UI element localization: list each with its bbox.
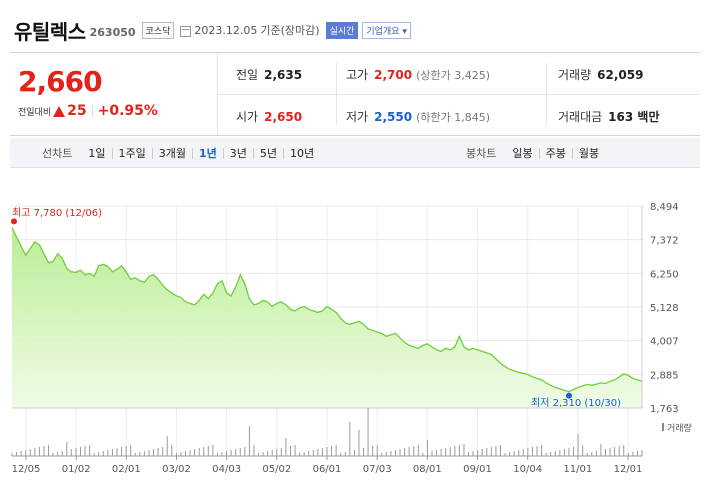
x-tick-label: 12/05 — [12, 464, 41, 475]
y-tick-label: 6,250 — [650, 269, 679, 280]
divider — [218, 94, 700, 95]
stock-title-row: 유틸렉스 263050 코스닥 2023.12.05 기준(장마감) 실시간 기… — [14, 16, 411, 44]
chart-period-bar: 선차트 1일 1주일 3개월 1년 3년 5년 10년 봉차트 일봉 주봉 월봉 — [10, 138, 700, 168]
low-label: 저가 — [346, 110, 369, 124]
open-label: 시가 — [236, 110, 259, 124]
volume-cell: 거래량 62,059 — [558, 66, 643, 83]
y-tick-label: 8,494 — [650, 202, 679, 213]
y-tick-label: 7,372 — [650, 236, 679, 247]
open-cell: 시가 2,650 — [236, 108, 302, 125]
period-3y[interactable]: 3년 — [224, 147, 254, 159]
high-value: 2,700 — [374, 68, 413, 82]
trade-value-value: 163 백만 — [608, 110, 660, 124]
trade-value-label: 거래대금 — [558, 110, 603, 124]
line-chart-label: 선차트 — [42, 147, 73, 160]
current-price-block: 2,660 전일대비 25 +0.95% — [10, 53, 218, 135]
prev-close-cell: 전일 2,635 — [236, 66, 302, 83]
stock-name: 유틸렉스 — [14, 19, 86, 44]
line-chart-periods: 선차트 1일 1주일 3개월 1년 3년 5년 10년 — [42, 138, 320, 168]
price-area — [12, 227, 642, 408]
x-tick-label: 02/01 — [112, 464, 141, 475]
volume-label: 거래량 — [558, 68, 592, 82]
period-1w[interactable]: 1주일 — [113, 147, 153, 159]
low-cell: 저가 2,550 (하한가 1,845) — [346, 108, 490, 125]
period-1y[interactable]: 1년 — [193, 147, 224, 159]
x-tick-label: 07/03 — [363, 464, 392, 475]
open-value: 2,650 — [264, 110, 303, 124]
period-10y[interactable]: 10년 — [290, 146, 315, 160]
divider — [91, 105, 93, 117]
low-value: 2,550 — [374, 110, 413, 124]
period-3m[interactable]: 3개월 — [153, 147, 193, 159]
company-info-button[interactable]: 기업개요 ▾ — [362, 21, 411, 39]
candle-monthly[interactable]: 월봉 — [578, 146, 600, 160]
x-tick-label: 04/03 — [212, 464, 241, 475]
period-1d[interactable]: 1일 — [82, 147, 113, 159]
lower-limit: (하한가 1,845) — [416, 111, 490, 124]
prev-close-label: 전일 — [236, 68, 259, 82]
volume-value: 62,059 — [597, 68, 644, 82]
high-cell: 고가 2,700 (상한가 3,425) — [346, 66, 490, 83]
up-triangle-icon — [53, 105, 66, 117]
quote-basis: 기준(장마감) — [260, 24, 320, 37]
high-label: 고가 — [346, 68, 369, 82]
stock-code: 263050 — [89, 25, 136, 39]
candle-weekly[interactable]: 주봉 — [540, 147, 573, 159]
x-tick-label: 03/02 — [162, 464, 191, 475]
max-marker — [11, 218, 17, 225]
trade-value-cell: 거래대금 163 백만 — [558, 108, 659, 125]
y-tick-label: 1,763 — [650, 404, 679, 415]
price-line — [11, 227, 643, 393]
x-tick-label: 12/01 — [614, 464, 643, 475]
candle-chart-label: 봉차트 — [466, 147, 497, 160]
x-tick-label: 10/04 — [513, 464, 542, 475]
volume-legend-swatch — [662, 423, 664, 431]
candle-chart-periods: 봉차트 일봉 주봉 월봉 — [466, 138, 605, 168]
min-marker — [565, 392, 572, 399]
x-tick-label: 05/02 — [262, 464, 291, 475]
candle-daily[interactable]: 일봉 — [506, 147, 540, 159]
x-tick-label: 01/02 — [62, 464, 91, 475]
min-label: 최저 2,310 (10/30) — [531, 397, 621, 409]
x-tick-label: 08/01 — [413, 464, 442, 475]
x-tick-label: 09/01 — [463, 464, 492, 475]
volume-legend-label: 거래량 — [667, 422, 692, 434]
y-tick-label: 5,128 — [650, 303, 679, 314]
period-5y[interactable]: 5년 — [254, 147, 285, 159]
calendar-icon — [180, 25, 192, 37]
y-tick-label: 4,007 — [650, 337, 679, 348]
x-tick-label: 11/01 — [563, 464, 592, 475]
change-row: 전일대비 25 +0.95% — [18, 103, 158, 119]
market-badge: 코스닥 — [141, 21, 175, 39]
change-amount: 25 — [67, 103, 87, 119]
realtime-button[interactable]: 실시간 — [325, 21, 359, 39]
current-price: 2,660 — [18, 65, 103, 98]
quote-date: 2023.12.05 — [194, 23, 258, 37]
max-label: 최고 7,780 (12/06) — [12, 207, 102, 219]
change-percent: +0.95% — [97, 103, 158, 119]
prev-close-value: 2,635 — [264, 68, 303, 82]
quote-panel: 2,660 전일대비 25 +0.95% 전일 2,635 고가 2,700 (상한가… — [10, 52, 700, 136]
change-label: 전일대비 — [18, 107, 52, 118]
y-tick-label: 2,885 — [650, 370, 679, 381]
upper-limit: (상한가 3,425) — [416, 69, 490, 82]
x-tick-label: 06/01 — [313, 464, 342, 475]
price-chart[interactable]: 8,494 7,372 6,250 5,128 4,007 2,885 1,763 12/05… — [0, 180, 708, 499]
